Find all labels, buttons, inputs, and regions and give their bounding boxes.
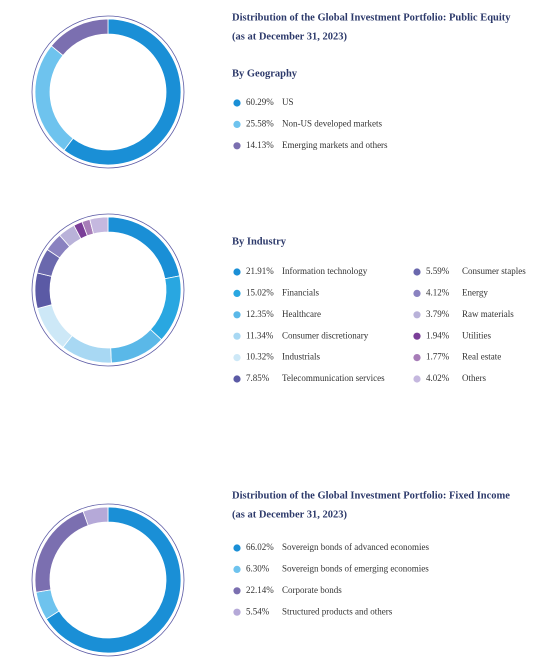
legend-label: Raw materials — [462, 309, 514, 319]
legend-label: Corporate bonds — [282, 585, 342, 595]
legend-value: 6.30% — [246, 563, 270, 573]
legend-value: 60.29% — [246, 97, 274, 107]
legend-marker — [233, 354, 241, 362]
legend-value: 15.02% — [246, 287, 274, 297]
legend-marker — [413, 354, 421, 362]
legend-label: Utilities — [462, 330, 491, 340]
donut-segment — [36, 304, 73, 348]
legend-marker — [233, 375, 241, 383]
legend-label: Sovereign bonds of emerging economies — [282, 563, 429, 573]
donut-segment — [34, 45, 74, 151]
donut-segment — [82, 506, 109, 526]
legend-value: 66.02% — [246, 542, 274, 552]
legend-marker — [413, 375, 421, 383]
legend-marker — [233, 544, 241, 552]
section-heading: By Geography — [232, 68, 298, 79]
legend-marker — [233, 332, 241, 340]
legend-value: 1.94% — [426, 330, 450, 340]
legend-marker — [233, 311, 241, 319]
chart-subtitle: (as at December 31, 2023) — [232, 509, 347, 520]
legend-label: Consumer discretionary — [282, 330, 369, 340]
legend-marker — [233, 99, 241, 107]
legend-marker — [413, 311, 421, 319]
legend-value: 4.02% — [426, 373, 450, 383]
legend-label: Sovereign bonds of advanced economies — [282, 542, 429, 552]
legend-label: Others — [462, 373, 486, 383]
legend-marker — [233, 587, 241, 595]
donut-segment — [63, 18, 182, 166]
legend-value: 11.34% — [246, 330, 274, 340]
legend-value: 5.59% — [426, 266, 450, 276]
donut-segment — [149, 275, 182, 341]
donut-segment — [110, 328, 163, 364]
legend-value: 7.85% — [246, 373, 270, 383]
legend-value: 3.79% — [426, 309, 450, 319]
legend-marker — [233, 608, 241, 616]
donut-segment — [89, 216, 109, 235]
donut-segment — [34, 272, 53, 309]
legend-value: 25.58% — [246, 118, 274, 128]
legend-marker — [233, 289, 241, 297]
outer-ring — [31, 213, 185, 367]
legend-label: Information technology — [282, 266, 368, 276]
donut-segment — [107, 216, 181, 280]
legend-label: US — [282, 97, 294, 107]
donut-segment — [45, 506, 182, 654]
legend-marker — [233, 142, 241, 150]
chart-title: Distribution of the Global Investment Po… — [232, 12, 511, 23]
legend-label: Healthcare — [282, 309, 321, 319]
legend-label: Structured products and others — [282, 606, 393, 616]
legend-label: Non-US developed markets — [282, 118, 382, 128]
donut-segment — [34, 510, 89, 593]
legend-label: Consumer staples — [462, 266, 526, 276]
legend-value: 5.54% — [246, 606, 270, 616]
section-heading: By Industry — [232, 236, 287, 247]
legend-value: 10.32% — [246, 352, 274, 362]
legend-label: Financials — [282, 287, 319, 297]
legend-label: Telecommunication services — [282, 373, 385, 383]
outer-ring — [31, 503, 185, 657]
legend-label: Energy — [462, 287, 488, 297]
donut-segment — [62, 335, 112, 364]
outer-ring — [31, 15, 185, 169]
legend-marker — [233, 268, 241, 276]
legend-value: 14.13% — [246, 140, 274, 150]
legend-marker — [413, 332, 421, 340]
legend-label: Real estate — [462, 352, 501, 362]
legend-label: Industrials — [282, 352, 320, 362]
legend-value: 4.12% — [426, 287, 450, 297]
legend-marker — [233, 565, 241, 574]
legend-label: Emerging markets and others — [282, 140, 388, 150]
chart-title: Distribution of the Global Investment Po… — [232, 490, 510, 501]
legend-value: 1.77% — [426, 352, 450, 362]
chart-subtitle: (as at December 31, 2023) — [232, 31, 347, 42]
legend-marker — [413, 289, 421, 297]
donut-segment — [50, 18, 109, 56]
legend-marker — [413, 268, 421, 276]
legend-marker — [233, 120, 241, 128]
legend-value: 22.14% — [246, 585, 274, 595]
legend-value: 12.35% — [246, 309, 274, 319]
legend-value: 21.91% — [246, 266, 274, 276]
